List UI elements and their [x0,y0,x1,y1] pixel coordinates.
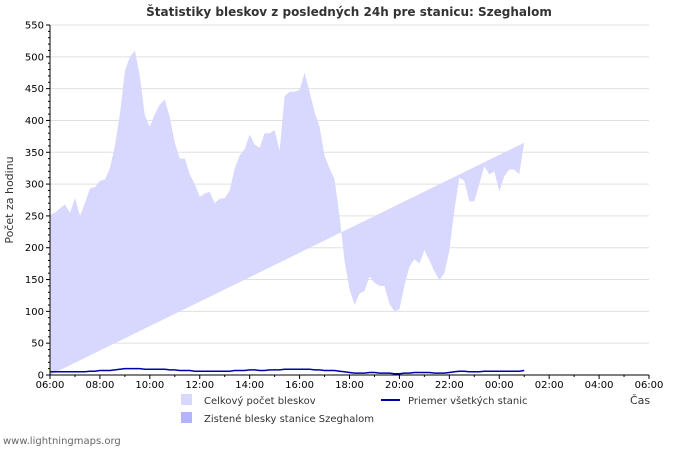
legend-label-station: Zistené blesky stanice Szeghalom [204,413,374,425]
x-tick-label: 16:00 [285,380,314,391]
series-average-line [50,367,525,375]
y-tick-label-450: 450 [25,84,44,95]
x-tick-label: 00:00 [485,380,514,391]
footer-credit: www.lightningmaps.org [3,436,121,447]
legend-swatch-total [181,394,192,405]
y-axis-label: Počet za hodinu [3,156,16,243]
y-tick-label-550: 550 [25,21,44,32]
x-tick-label: 18:00 [335,380,364,391]
x-tick-label: 06:00 [635,380,664,391]
average-line [50,367,525,375]
y-tick-labels: 0 50 100 150 200 250 300 350 400 450 500 550 [25,21,50,382]
x-tick-label: 12:00 [185,380,214,391]
x-axis-label: Čas [630,394,650,407]
x-tick-label: 10:00 [135,380,164,391]
y-tick-label-200: 200 [25,243,44,254]
x-tick-label: 04:00 [585,380,614,391]
x-tick-label: 02:00 [535,380,564,391]
series-total-area [50,50,525,375]
legend-swatch-station [181,412,192,423]
y-tick-label-350: 350 [25,148,44,159]
y-tick-label-0: 0 [38,371,44,382]
y-tick-label-100: 100 [25,307,44,318]
chart-title: Štatistiky bleskov z posledných 24h pre … [146,4,552,19]
x-tick-label: 20:00 [385,380,414,391]
x-tick-label: 08:00 [86,380,115,391]
total-strikes-area [50,50,525,375]
legend-label-total: Celkový počet bleskov [204,395,316,407]
x-tick-label: 06:00 [36,380,65,391]
x-tick-label: 22:00 [435,380,464,391]
legend-label-average: Priemer všetkých stanic [408,395,528,407]
y-tick-label-400: 400 [25,116,44,127]
y-tick-label-500: 500 [25,52,44,63]
y-tick-label-300: 300 [25,180,44,191]
x-tick-label: 14:00 [235,380,264,391]
x-tick-labels: 06:00 08:00 10:00 12:00 14:00 16:00 18:00 20:00… [36,375,664,391]
y-tick-label-250: 250 [25,211,44,222]
y-tick-label-150: 150 [25,275,44,286]
y-tick-label-50: 50 [31,339,44,350]
